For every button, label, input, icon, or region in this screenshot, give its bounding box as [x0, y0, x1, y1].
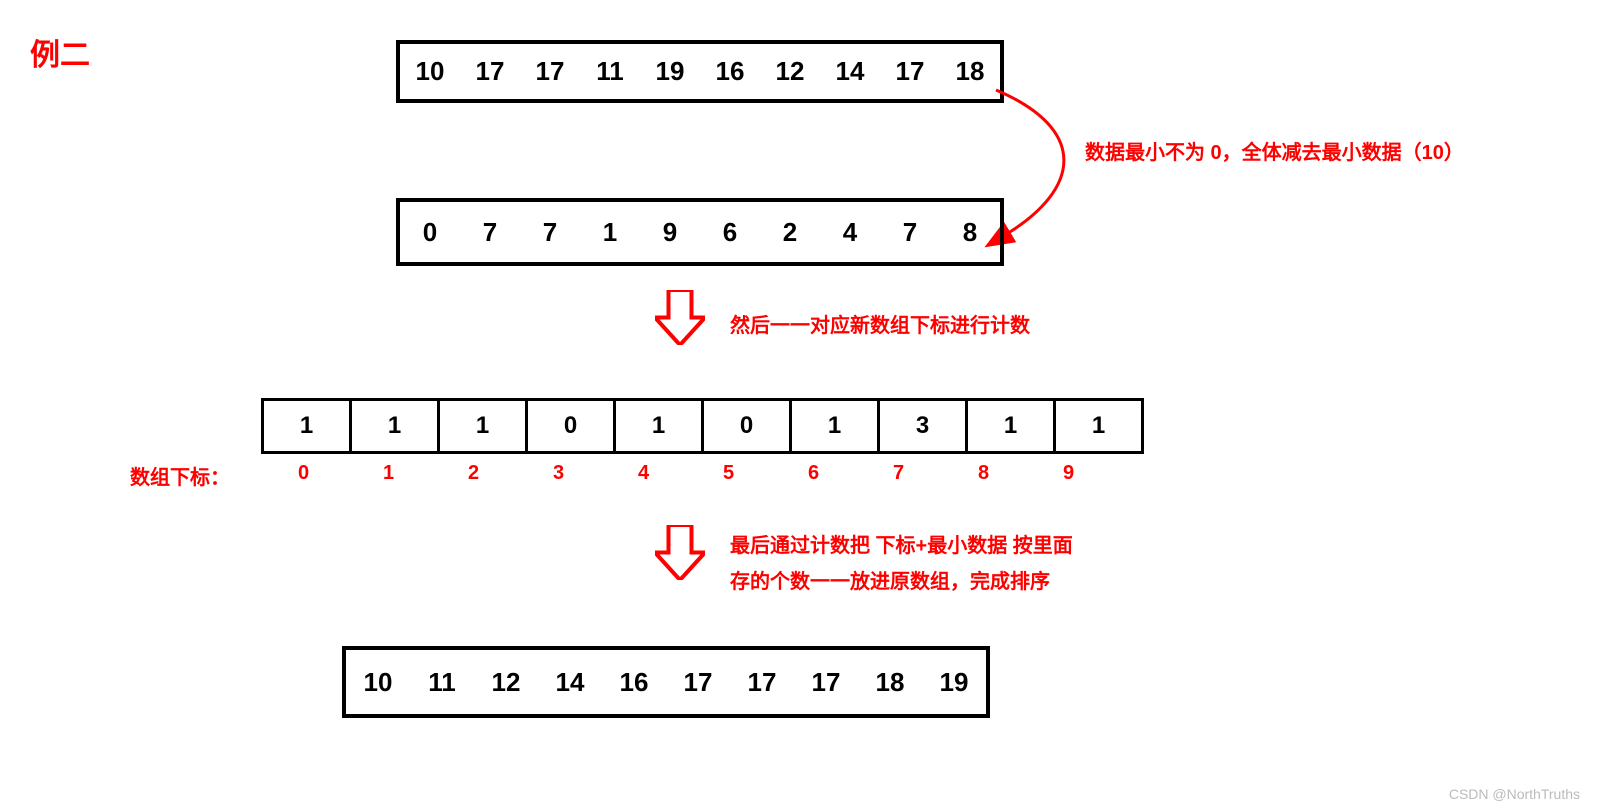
array-value: 7: [880, 217, 940, 248]
count-cell: 1: [789, 398, 877, 454]
array-value: 17: [666, 667, 730, 698]
count-cell: 0: [701, 398, 789, 454]
array-value: 14: [820, 56, 880, 87]
array-value: 7: [460, 217, 520, 248]
array-value: 17: [794, 667, 858, 698]
array-value: 9: [640, 217, 700, 248]
count-cell: 1: [965, 398, 1053, 454]
array-value: 2: [760, 217, 820, 248]
array-value: 19: [640, 56, 700, 87]
watermark: CSDN @NorthTruths: [1449, 786, 1580, 802]
note-final-line2: 存的个数一一放进原数组，完成排序: [730, 564, 1073, 600]
index-cell: 0: [261, 462, 346, 485]
index-cell: 2: [431, 462, 516, 485]
down-arrow-1: [655, 290, 705, 345]
note-count: 然后一一对应新数组下标进行计数: [730, 308, 1030, 344]
count-cell: 3: [877, 398, 965, 454]
index-cell: 4: [601, 462, 686, 485]
array-value: 12: [760, 56, 820, 87]
note-final-line1: 最后通过计数把 下标+最小数据 按里面: [730, 528, 1073, 564]
array-value: 18: [858, 667, 922, 698]
down-arrow-2: [655, 525, 705, 580]
array-value: 18: [940, 56, 1000, 87]
array-value: 16: [602, 667, 666, 698]
array-value: 4: [820, 217, 880, 248]
array-value: 10: [346, 667, 410, 698]
count-table: 1110101311: [261, 398, 1144, 454]
index-cell: 8: [941, 462, 1026, 485]
array-value: 17: [460, 56, 520, 87]
array-value: 12: [474, 667, 538, 698]
array-value: 11: [410, 667, 474, 698]
example-title: 例二: [30, 30, 90, 74]
array-value: 1: [580, 217, 640, 248]
count-cell: 1: [261, 398, 349, 454]
count-cell: 1: [613, 398, 701, 454]
array-value: 10: [400, 56, 460, 87]
count-cell: 1: [437, 398, 525, 454]
array-value: 6: [700, 217, 760, 248]
offset-array: 0771962478: [396, 198, 1004, 266]
index-label: 数组下标：: [130, 460, 230, 496]
sorted-array: 10111214161717171819: [342, 646, 990, 718]
array-value: 14: [538, 667, 602, 698]
index-cell: 6: [771, 462, 856, 485]
index-cell: 7: [856, 462, 941, 485]
note-final: 最后通过计数把 下标+最小数据 按里面 存的个数一一放进原数组，完成排序: [730, 528, 1073, 600]
original-array: 10171711191612141718: [396, 40, 1004, 103]
array-value: 7: [520, 217, 580, 248]
index-cell: 5: [686, 462, 771, 485]
array-value: 0: [400, 217, 460, 248]
array-value: 17: [520, 56, 580, 87]
array-value: 11: [580, 56, 640, 87]
index-cell: 3: [516, 462, 601, 485]
array-value: 8: [940, 217, 1000, 248]
count-cell: 0: [525, 398, 613, 454]
count-cell: 1: [349, 398, 437, 454]
count-cell: 1: [1053, 398, 1144, 454]
array-value: 19: [922, 667, 986, 698]
index-cell: 9: [1026, 462, 1111, 485]
array-value: 16: [700, 56, 760, 87]
index-row: 0123456789: [261, 462, 1111, 485]
array-value: 17: [880, 56, 940, 87]
array-value: 17: [730, 667, 794, 698]
note-subtract-min: 数据最小不为 0，全体减去最小数据（10）: [1085, 135, 1464, 171]
index-cell: 1: [346, 462, 431, 485]
